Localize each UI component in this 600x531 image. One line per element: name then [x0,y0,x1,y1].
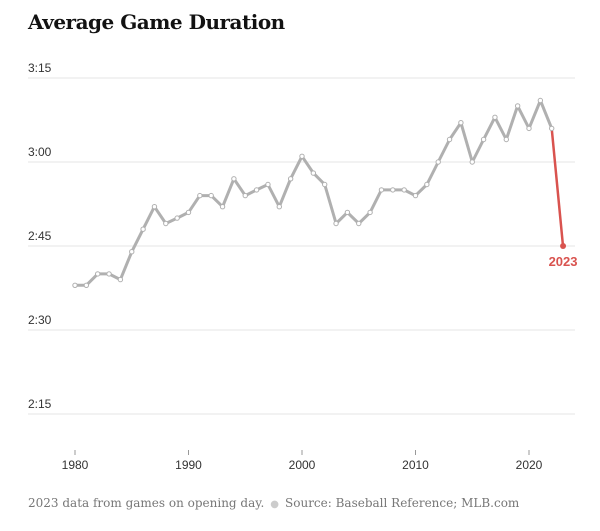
data-point [401,187,407,193]
data-point [378,187,385,193]
data-point [322,181,328,188]
data-point [458,119,464,126]
footer-separator: ● [270,499,280,510]
data-point [549,125,555,132]
data-point [480,136,487,143]
data-point [526,125,532,132]
y-axis-labels: 2:15 2:30 2:45 3:00 3:15 [28,61,52,411]
data-point [412,192,419,199]
data-point [265,181,271,188]
y-tick-label: 3:15 [28,61,52,75]
data-point [219,203,226,210]
data-point [287,176,294,182]
data-point [503,136,509,143]
annotation-2023: 2023 [549,254,578,269]
series-line-1 [550,127,565,248]
data-point [185,209,192,216]
y-tick-label: 2:15 [28,397,52,411]
data-point [469,159,475,165]
data-point [117,276,124,283]
x-tick-label: 2010 [402,458,429,472]
data-point [344,209,351,216]
footer-source: Source: Baseball Reference; MLB.com [285,496,520,510]
data-point [367,209,373,216]
data-point [390,187,396,193]
data-point [83,282,90,289]
data-point [299,153,305,159]
data-point [106,271,112,277]
x-tick-label: 1980 [62,458,89,472]
annotations: 2023 [549,254,578,269]
data-point [356,220,362,227]
data-point [310,170,317,176]
data-point [537,97,544,104]
y-tick-label: 3:00 [28,145,52,159]
chart-title: Average Game Duration [28,10,285,34]
data-point [276,203,282,210]
data-point [151,203,158,210]
data-point [424,181,430,188]
data-point [163,220,169,227]
x-tick-label: 2020 [516,458,543,472]
data-point [129,249,135,255]
data-point [174,215,180,221]
series-line-0 [73,99,554,287]
data-point [492,114,498,121]
series-lines [73,99,565,287]
gridlines [28,77,575,415]
x-tick-label: 1990 [175,458,202,472]
data-point [72,282,78,289]
x-axis-labels: 1980 1990 2000 2010 2020 [62,450,543,472]
footer-note: 2023 data from games on opening day. [28,496,265,510]
data-point [560,243,567,249]
data-point [140,226,146,232]
data-point [242,192,248,199]
data-point [333,220,339,227]
data-point [253,187,260,193]
y-tick-label: 2:30 [28,313,52,327]
data-point [197,192,203,199]
series-points [72,97,567,289]
data-point [435,159,441,165]
data-point [446,136,453,143]
data-point [208,192,214,199]
data-point [514,103,521,109]
y-tick-label: 2:45 [28,229,52,243]
data-point [95,271,101,277]
data-point [231,176,237,182]
footer: 2023 data from games on opening day. ● Sou… [28,496,519,510]
x-tick-label: 2000 [289,458,316,472]
